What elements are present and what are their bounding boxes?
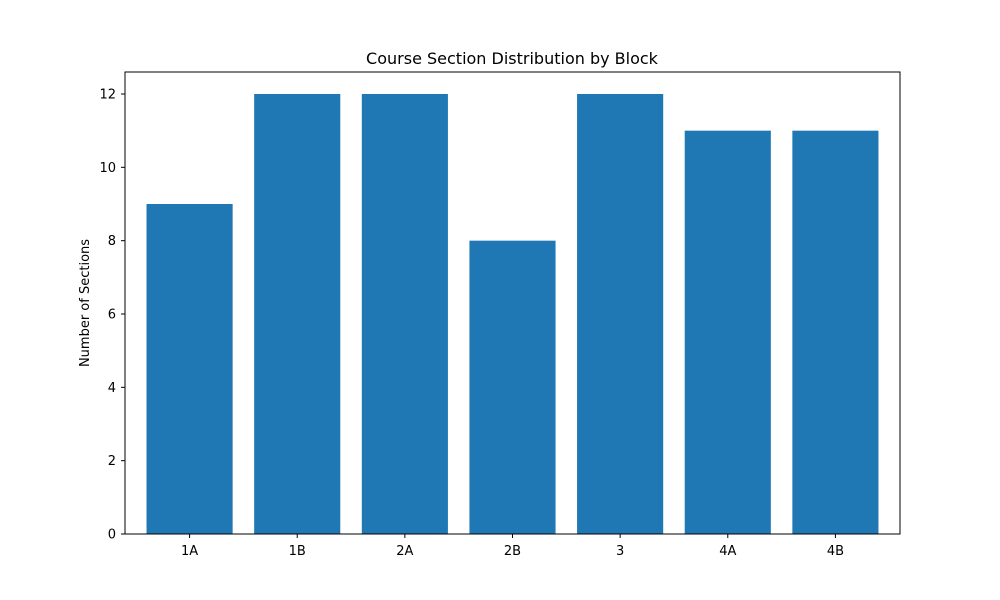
y-tick-label: 8	[108, 234, 116, 249]
chart-title: Course Section Distribution by Block	[366, 49, 659, 68]
x-tick-label: 2A	[396, 544, 413, 559]
y-tick-label: 2	[108, 454, 116, 469]
bars-group	[146, 94, 879, 534]
x-tick-label: 4A	[719, 544, 736, 559]
y-tick-label: 10	[99, 161, 116, 176]
plot-frame	[124, 71, 901, 535]
bar-2B	[469, 240, 556, 534]
y-axis-label: Number of Sections	[78, 239, 93, 367]
y-tick-label: 6	[108, 308, 116, 323]
x-tick-label: 2B	[504, 544, 521, 559]
bar-3	[577, 94, 664, 534]
x-axis-ticks: 1A 1B 2A 2B 3 4A 4B	[181, 534, 844, 559]
bar-4B	[792, 130, 879, 534]
x-tick-label: 1B	[289, 544, 306, 559]
bar-4A	[684, 130, 771, 534]
y-tick-label: 4	[108, 381, 116, 396]
x-tick-label: 4B	[827, 544, 844, 559]
bar-2A	[361, 94, 448, 534]
y-tick-label: 12	[99, 88, 116, 103]
y-axis-ticks: 0 2 4 6 8 10 12	[99, 88, 125, 543]
bar-1A	[146, 204, 233, 534]
x-tick-label: 1A	[181, 544, 198, 559]
y-tick-label: 0	[108, 528, 116, 543]
x-tick-label: 3	[616, 544, 624, 559]
bar-1B	[254, 94, 341, 534]
